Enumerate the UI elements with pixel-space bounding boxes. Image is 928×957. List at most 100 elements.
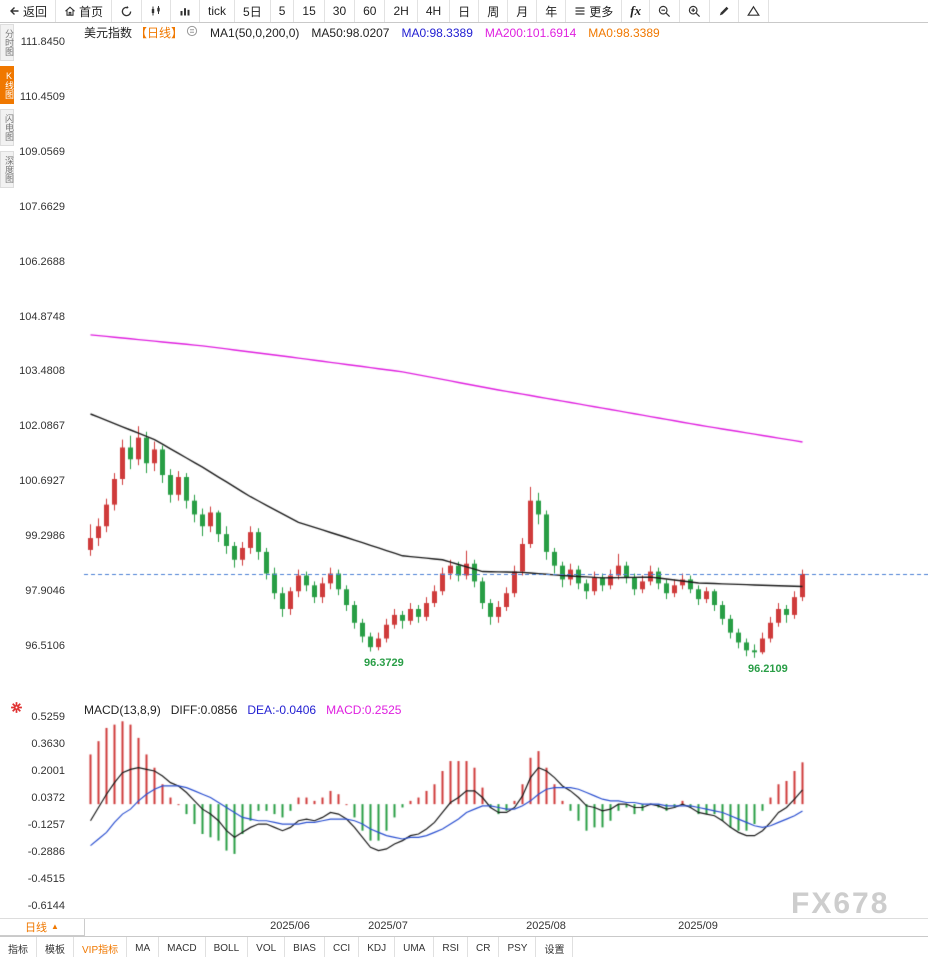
indicator-tab-kdj[interactable]: KDJ [359,937,396,957]
main-y-tick: 106.2688 [19,255,65,268]
toolbar-button-period-30m[interactable]: 30 [324,0,356,22]
indicator-tab-bias[interactable]: BIAS [285,937,325,957]
main-y-tick: 96.5106 [25,640,65,652]
macd-dea-value: DEA:-0.0406 [247,703,317,717]
side-tab-minute-chart[interactable]: 分时图 [0,24,14,61]
toolbar-button-label: 周 [487,4,500,19]
instrument-period: 【日线】 [135,26,184,40]
watermark: FX678 [791,887,890,920]
toolbar-button-label: 返回 [23,4,48,19]
macd-diff-value: DIFF:0.0856 [170,703,238,717]
macd-value: MACD:0.2525 [326,703,402,717]
indicator-tab-vol[interactable]: VOL [248,937,286,957]
side-tab-kline-chart[interactable]: K线图 [0,66,14,104]
main-y-tick: 99.2986 [25,530,65,543]
toolbar-button-period-day[interactable]: 日 [450,0,480,22]
indicator-tab-template[interactable]: 模板 [37,937,74,957]
toolbar-button-refresh[interactable] [112,0,143,22]
period-selector-label: 日线 [25,922,48,934]
main-y-tick: 97.9046 [25,585,65,598]
toolbar-button-chart-type-candles[interactable] [142,0,172,22]
toolbar-button-back[interactable]: 返回 [0,0,57,22]
toolbar-button-shapes[interactable] [739,0,770,22]
x-axis-label: 2025/08 [526,920,566,932]
macd-y-tick: -0.4515 [27,873,65,885]
indicator-tab-rsi[interactable]: RSI [434,937,469,957]
low-price-annotation: 96.3729 [364,656,404,669]
macd-y-tick: 0.0372 [31,792,65,804]
toolbar-button-home[interactable]: 首页 [56,0,113,22]
toolbar-button-label: 更多 [589,4,614,19]
toolbar-button-more[interactable]: 更多 [566,0,623,22]
toolbar-button-label: 日 [458,4,471,19]
toolbar-button-label: tick [208,4,227,18]
indicator-tab-cci[interactable]: CCI [324,937,360,957]
toolbar-button-period-15m[interactable]: 15 [294,0,325,22]
toolbar-button-period-year[interactable]: 年 [537,0,567,22]
toolbar-button-label: 2H [393,4,409,18]
toolbar-button-period-2h[interactable]: 2H [385,0,418,22]
toolbar-button-period-4h[interactable]: 4H [417,0,451,22]
title-settings-icon[interactable] [186,25,198,40]
toolbar-button-label: 5 [278,4,286,18]
x-axis-label: 2025/07 [368,920,408,932]
main-y-tick: 110.4509 [19,90,65,103]
chart-type-side-tabs: 分时图 K线图闪电图深度图 [0,24,14,188]
toolbar-button-zoom-in[interactable] [680,0,711,22]
toolbar-button-period-5d[interactable]: 5日 [235,0,271,22]
ma0-value-blue: MA0:98.3389 [401,25,473,40]
toolbar-button-period-5m[interactable]: 5 [270,0,295,22]
instrument-name: 美元指数 [84,26,133,40]
indicator-tab-boll[interactable]: BOLL [205,937,249,957]
toolbar-button-label: 月 [516,4,529,19]
indicator-tab-settings[interactable]: 设置 [536,937,574,957]
main-y-tick: 111.8450 [20,36,65,48]
shapes-triangle-icon [747,5,760,17]
main-y-tick: 107.6629 [19,200,65,213]
toolbar-button-draw[interactable] [710,0,740,22]
macd-y-tick: 0.3630 [31,738,65,750]
zoom-in-icon [688,5,701,18]
side-tab-lightning-chart[interactable]: 闪电图 [0,109,14,146]
macd-y-tick: -0.1257 [27,819,65,831]
period-selector[interactable]: 日线 ▲ [0,919,85,936]
indicator-tab-indicator[interactable]: 指标 [0,937,37,957]
side-tab-depth-chart[interactable]: 深度图 [0,151,14,188]
indicator-tab-vip-indicator[interactable]: VIP指标 [74,937,128,957]
macd-y-tick: 0.2001 [31,765,65,777]
indicator-tabs: 指标 模板 VIP指标 MA MACD BOLL VOL BIAS CCI KDJ UMA RSI CR… [0,936,928,957]
x-axis-label: 2025/06 [270,920,310,932]
indicator-tab-uma[interactable]: UMA [395,937,435,957]
toolbar-button-label: 5日 [243,4,262,19]
arrow-up-icon: ▲ [51,922,59,931]
toolbar-button-label: 首页 [79,4,104,19]
home-icon [64,5,76,17]
zoom-out-icon [658,5,671,18]
toolbar-button-label: 60 [363,4,377,18]
x-axis-label: 2025/09 [678,920,718,932]
indicator-tab-cr[interactable]: CR [468,937,500,957]
indicator-flower-icon[interactable] [10,701,23,719]
toolbar-button-period-week[interactable]: 周 [479,0,509,22]
toolbar-button-zoom-out[interactable] [650,0,681,22]
toolbar-button-period-60m[interactable]: 60 [355,0,386,22]
toolbar-button-period-month[interactable]: 月 [508,0,538,22]
toolbar-button-period-tick[interactable]: tick [200,0,236,22]
indicator-tab-psy[interactable]: PSY [499,937,537,957]
x-axis-strip [0,918,928,937]
main-y-tick: 100.6927 [19,475,65,488]
main-y-tick: 104.8748 [19,310,65,323]
indicator-tab-macd[interactable]: MACD [159,937,206,957]
macd-y-tick: -0.2886 [27,846,65,858]
indicator-tab-ma[interactable]: MA [127,937,160,957]
low-price-annotation: 96.2109 [748,662,788,675]
toolbar-button-chart-type-bars[interactable] [171,0,201,22]
toolbar-button-fx-tools[interactable]: fx [622,0,651,22]
back-arrow-icon [8,5,20,17]
main-y-tick: 102.0867 [19,420,65,433]
main-y-tick: 109.0569 [19,145,65,158]
ma200-value: MA200:101.6914 [484,25,577,40]
menu-icon [574,5,586,17]
main-y-tick: 103.4808 [19,365,65,378]
